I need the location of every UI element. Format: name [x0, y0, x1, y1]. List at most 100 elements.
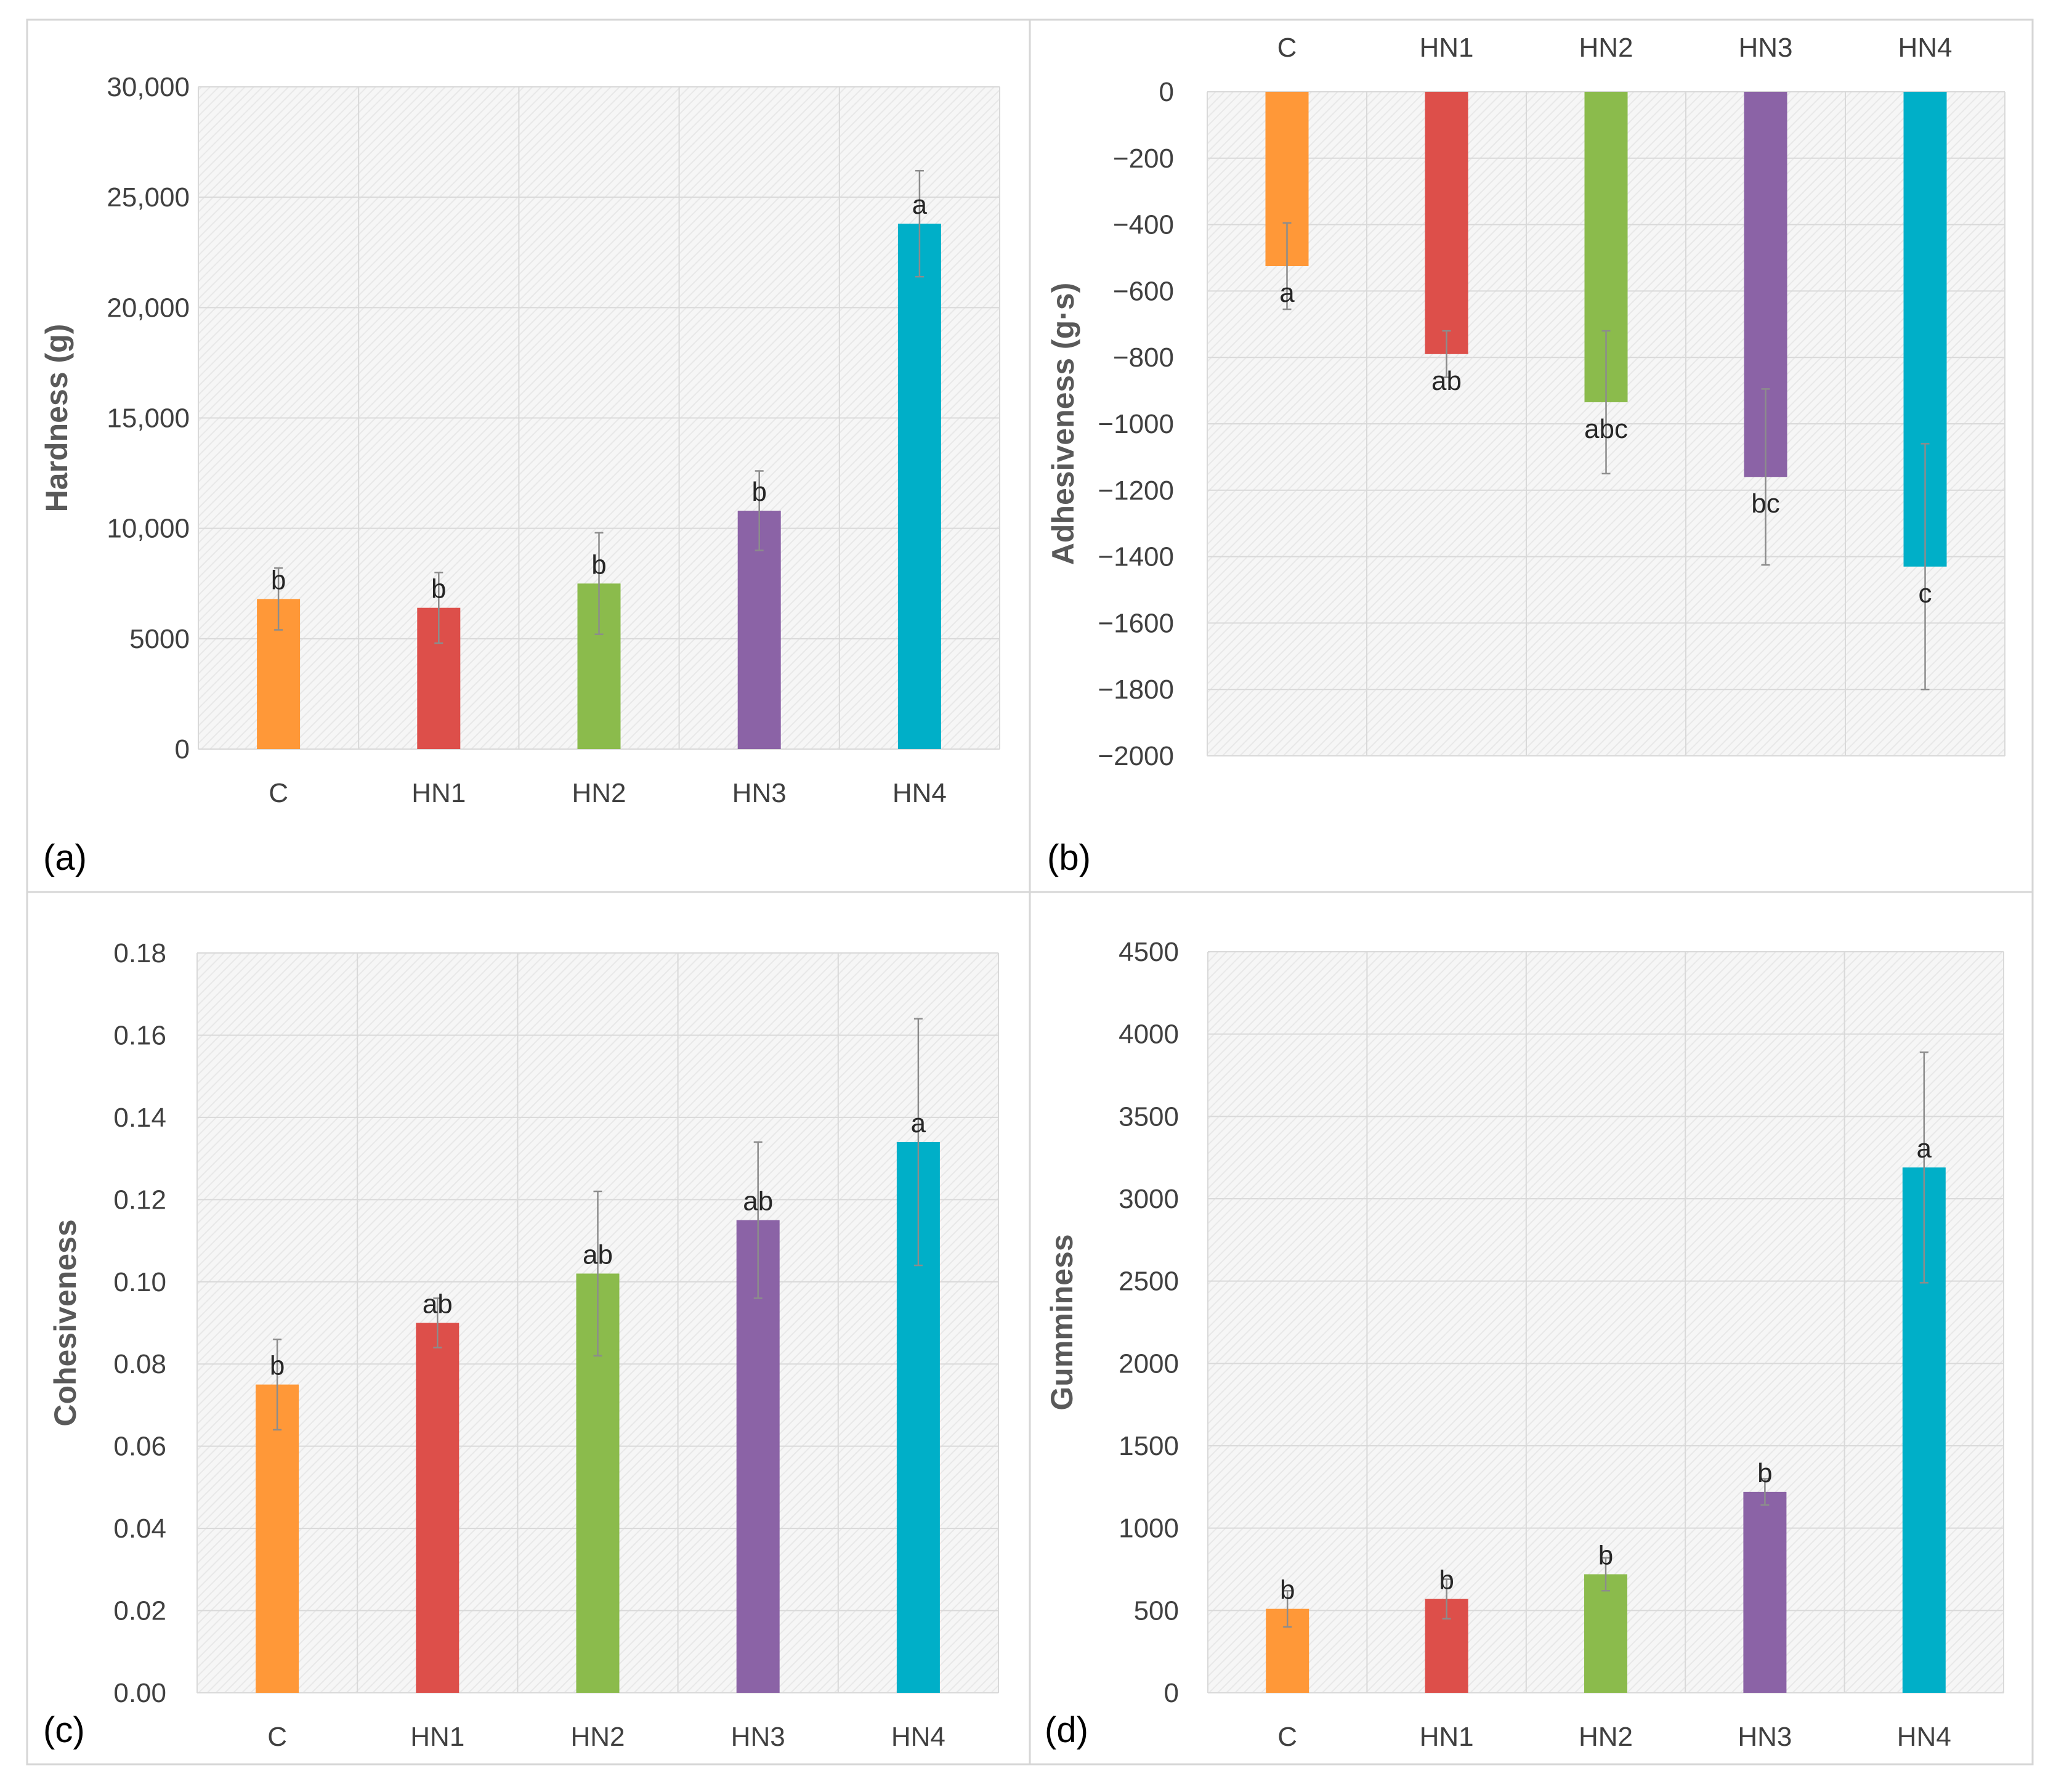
- category-label: HN4: [891, 1722, 945, 1752]
- y-tick-label: 0.18: [113, 938, 166, 968]
- y-axis-title: Gumminess: [1045, 1234, 1079, 1410]
- category-label: HN4: [1897, 1722, 1951, 1752]
- panel-frames: [26, 18, 2034, 1766]
- significance-letter: a: [912, 190, 928, 220]
- y-tick-label: 15,000: [107, 403, 190, 434]
- y-tick-label: 20,000: [107, 293, 190, 323]
- significance-letter: c: [1919, 578, 1932, 609]
- significance-letter: b: [271, 565, 286, 595]
- chart-panel-c: 0.00 0.02 0.04 0.06 0.08 0.10 0.12 0.14 0.16 0.18…: [43, 938, 999, 1752]
- significance-letter: b: [1439, 1565, 1454, 1595]
- y-tick-label: 2500: [1119, 1267, 1179, 1297]
- category-label: HN1: [1419, 33, 1473, 63]
- panel-label: (b): [1047, 838, 1091, 878]
- category-label: HN2: [572, 778, 626, 808]
- significance-letter: ab: [583, 1239, 613, 1270]
- significance-letter: b: [1280, 1575, 1295, 1605]
- y-tick-label: 30,000: [107, 72, 190, 102]
- significance-letter: b: [270, 1351, 285, 1381]
- y-axis-title: Hardness (g): [39, 324, 74, 513]
- y-tick-label: 25,000: [107, 182, 190, 213]
- significance-letter: bc: [1751, 489, 1779, 519]
- significance-letter: a: [1279, 278, 1295, 308]
- chart-panel-b: 0 −200 −400 −600 −800 −1000 −1200 −1400 −1600 −18…: [1046, 33, 2005, 878]
- panel-frame: [1029, 891, 2034, 1766]
- panel-label: (d): [1045, 1710, 1088, 1750]
- category-label: HN1: [410, 1722, 464, 1752]
- significance-letter: ab: [743, 1186, 773, 1217]
- significance-letter: b: [751, 477, 766, 507]
- y-tick-label: 500: [1134, 1595, 1179, 1626]
- category-label: HN4: [892, 778, 947, 808]
- category-label: HN4: [1898, 33, 1952, 63]
- y-tick-label: 0.16: [113, 1020, 166, 1050]
- chart-panel-a: 0 5000 10,000 15,000 20,000 25,000 30,000 Hardn…: [39, 72, 1000, 878]
- y-tick-label: 0: [175, 734, 190, 764]
- category-label: HN3: [731, 1722, 785, 1752]
- significance-letter: b: [431, 574, 446, 604]
- category-label: HN3: [1738, 33, 1792, 63]
- y-tick-label: 0: [1159, 77, 1174, 107]
- y-tick-label: 3500: [1119, 1101, 1179, 1132]
- y-tick-label: 0: [1164, 1678, 1179, 1708]
- y-tick-label: −1800: [1098, 675, 1174, 705]
- y-tick-label: 4000: [1119, 1020, 1179, 1050]
- y-tick-label: −600: [1113, 276, 1174, 306]
- y-tick-label: 1000: [1119, 1514, 1179, 1544]
- y-tick-label: 0.08: [113, 1349, 166, 1379]
- panel-label: (a): [43, 838, 87, 878]
- significance-letter: b: [1757, 1458, 1772, 1488]
- y-tick-label: −1400: [1098, 542, 1174, 572]
- y-tick-label: 0.10: [113, 1267, 166, 1297]
- y-tick-label: 4500: [1119, 937, 1179, 967]
- bar-hn1: [1425, 92, 1468, 354]
- y-tick-label: 10,000: [107, 514, 190, 544]
- y-tick-label: 2000: [1119, 1348, 1179, 1379]
- category-label: HN1: [1420, 1722, 1474, 1752]
- y-tick-label: 5000: [129, 624, 190, 654]
- category-label: HN2: [1579, 1722, 1633, 1752]
- category-label: C: [1277, 33, 1297, 63]
- category-label: HN2: [570, 1722, 625, 1752]
- y-tick-label: 1500: [1119, 1431, 1179, 1461]
- y-tick-label: 0.04: [113, 1514, 166, 1544]
- y-tick-label: 0.12: [113, 1185, 166, 1215]
- y-tick-label: −1200: [1098, 476, 1174, 506]
- significance-letter: a: [1917, 1133, 1932, 1164]
- y-tick-label: −800: [1113, 343, 1174, 373]
- y-axis-title: Adhesiveness (g·s): [1046, 283, 1080, 565]
- category-label: HN2: [1579, 33, 1633, 63]
- significance-letter: b: [1598, 1541, 1613, 1571]
- bar-c: [256, 1384, 299, 1693]
- y-tick-label: 0.00: [113, 1678, 166, 1708]
- category-label: HN3: [732, 778, 787, 808]
- panels: 0500010,00015,00020,00025,00030,000Hardn…: [39, 33, 2005, 1752]
- y-tick-label: −1000: [1098, 409, 1174, 439]
- significance-letter: abc: [1584, 414, 1628, 444]
- y-tick-label: 0.14: [113, 1103, 166, 1133]
- significance-letter: ab: [1431, 366, 1462, 396]
- y-tick-label: 0.06: [113, 1432, 166, 1462]
- chart-panel-d: 0 500 1000 1500 2000 2500 3000 3500 4000 4500 Gumm…: [1045, 937, 2004, 1752]
- category-label: HN3: [1738, 1722, 1792, 1752]
- category-label: C: [269, 778, 288, 808]
- bar-hn4: [897, 224, 941, 750]
- category-label: HN1: [411, 778, 466, 808]
- bar-hn3: [1743, 1491, 1787, 1693]
- significance-letter: b: [591, 549, 606, 580]
- y-tick-label: −1600: [1098, 608, 1174, 638]
- y-tick-label: −200: [1113, 144, 1174, 174]
- panel-label: (c): [43, 1710, 85, 1750]
- y-tick-label: 0.02: [113, 1596, 166, 1626]
- bar-hn1: [416, 1323, 459, 1693]
- category-label: C: [267, 1722, 287, 1752]
- y-tick-label: −400: [1113, 210, 1174, 240]
- significance-letter: a: [911, 1108, 926, 1138]
- y-tick-label: −2000: [1098, 741, 1174, 771]
- bar-hn2: [1584, 1574, 1627, 1693]
- y-axis-title: Cohesiveness: [48, 1219, 83, 1426]
- category-label: C: [1277, 1722, 1297, 1752]
- significance-letter: ab: [423, 1289, 453, 1320]
- y-tick-label: 3000: [1119, 1184, 1179, 1214]
